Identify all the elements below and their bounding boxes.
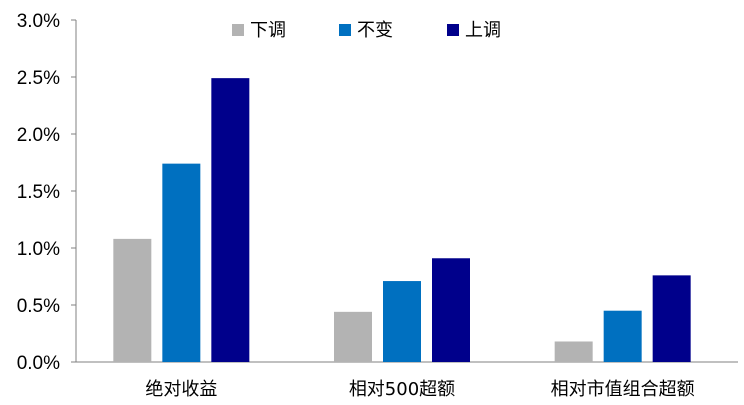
y-tick-label: 0.5%	[17, 296, 60, 317]
y-tick-label: 3.0%	[17, 11, 60, 32]
legend-swatch	[232, 24, 244, 36]
legend-swatch	[339, 24, 351, 36]
bar-2-cat-1	[162, 163, 201, 362]
bar-3-cat-3	[652, 275, 691, 362]
y-tick-label: 1.5%	[17, 182, 60, 203]
bar-2-cat-3	[603, 310, 642, 362]
y-tick-label: 2.0%	[17, 125, 60, 146]
legend: 下调 不变 上调	[232, 20, 501, 41]
bar-3-cat-2	[432, 258, 470, 362]
y-tick-label: 1.0%	[17, 239, 60, 260]
bar-2-cat-2	[383, 281, 421, 362]
legend-label: 不变	[357, 20, 393, 41]
legend-label: 上调	[465, 20, 501, 41]
bar-1-cat-2	[334, 311, 372, 362]
bar-3-cat-1	[211, 78, 250, 362]
bar-1-cat-1	[113, 238, 152, 362]
category-labels: 绝对收益 相对500超额 相对市值组合超额	[145, 379, 694, 400]
category-label: 相对市值组合超额	[551, 379, 695, 400]
y-tick-label: 0.0%	[17, 353, 60, 374]
category-label: 绝对收益	[145, 379, 217, 400]
legend-label: 下调	[250, 20, 286, 41]
y-tick-label: 2.5%	[17, 68, 60, 89]
y-tick-labels: 0.0% 0.5% 1.0% 1.5% 2.0% 2.5% 3.0%	[17, 11, 60, 374]
bars	[113, 78, 691, 362]
category-label: 相对500超额	[349, 379, 455, 400]
bar-1-cat-3	[554, 341, 593, 362]
legend-swatch	[447, 24, 459, 36]
